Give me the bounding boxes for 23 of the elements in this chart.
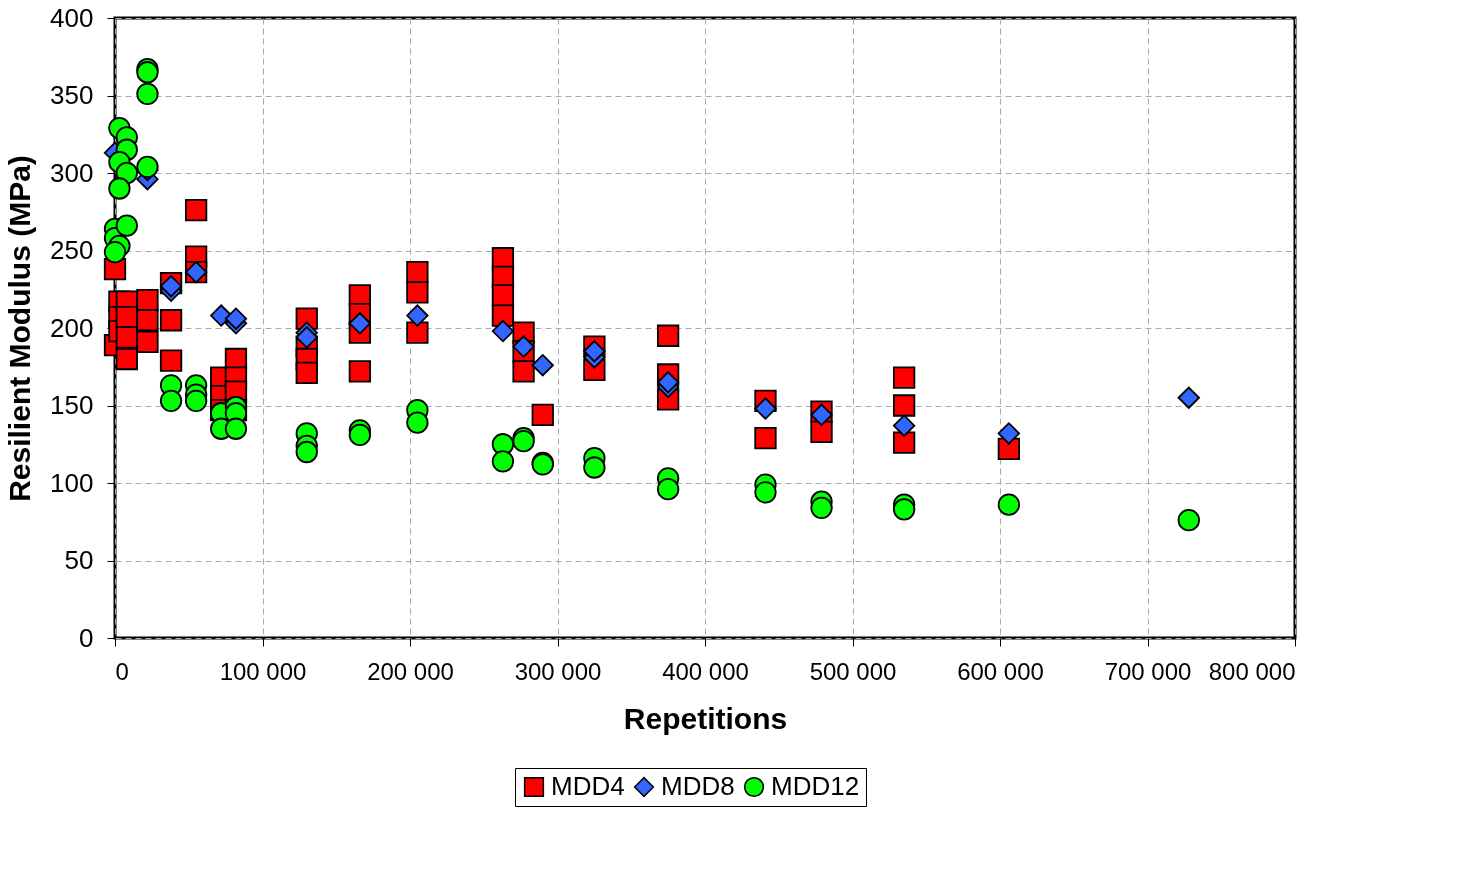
- x-tick-label: 400 000: [662, 657, 749, 685]
- y-tick-label: 50: [64, 545, 94, 575]
- y-axis-title: Resilient Modulus (MPa): [3, 155, 37, 502]
- legend-label: MDD8: [661, 771, 735, 801]
- y-tick-label: 100: [50, 467, 94, 498]
- x-axis-title: Repetitions: [623, 701, 788, 735]
- x-tick-label: 700 000: [1104, 657, 1192, 685]
- x-tick-label: 300 000: [514, 657, 602, 685]
- legend-label: MDD12: [771, 771, 860, 801]
- y-tick-label: 350: [50, 80, 94, 110]
- x-tick-label: 500 000: [809, 657, 897, 685]
- y-tick-label: 200: [50, 312, 94, 343]
- y-tick-label: 250: [50, 235, 94, 265]
- y-tick-label: 300: [50, 157, 94, 188]
- x-tick-label: 200 000: [367, 657, 454, 685]
- x-tick-label: 600 000: [957, 657, 1044, 685]
- x-tick-label: 100 000: [219, 657, 307, 685]
- legend-label: MDD4: [551, 771, 625, 801]
- y-tick-label: 400: [50, 2, 94, 33]
- x-tick-label: 800 000: [1208, 657, 1296, 685]
- y-tick-label: 0: [79, 622, 94, 653]
- x-tick-label: 0: [115, 657, 129, 685]
- y-tick-label: 150: [50, 390, 94, 420]
